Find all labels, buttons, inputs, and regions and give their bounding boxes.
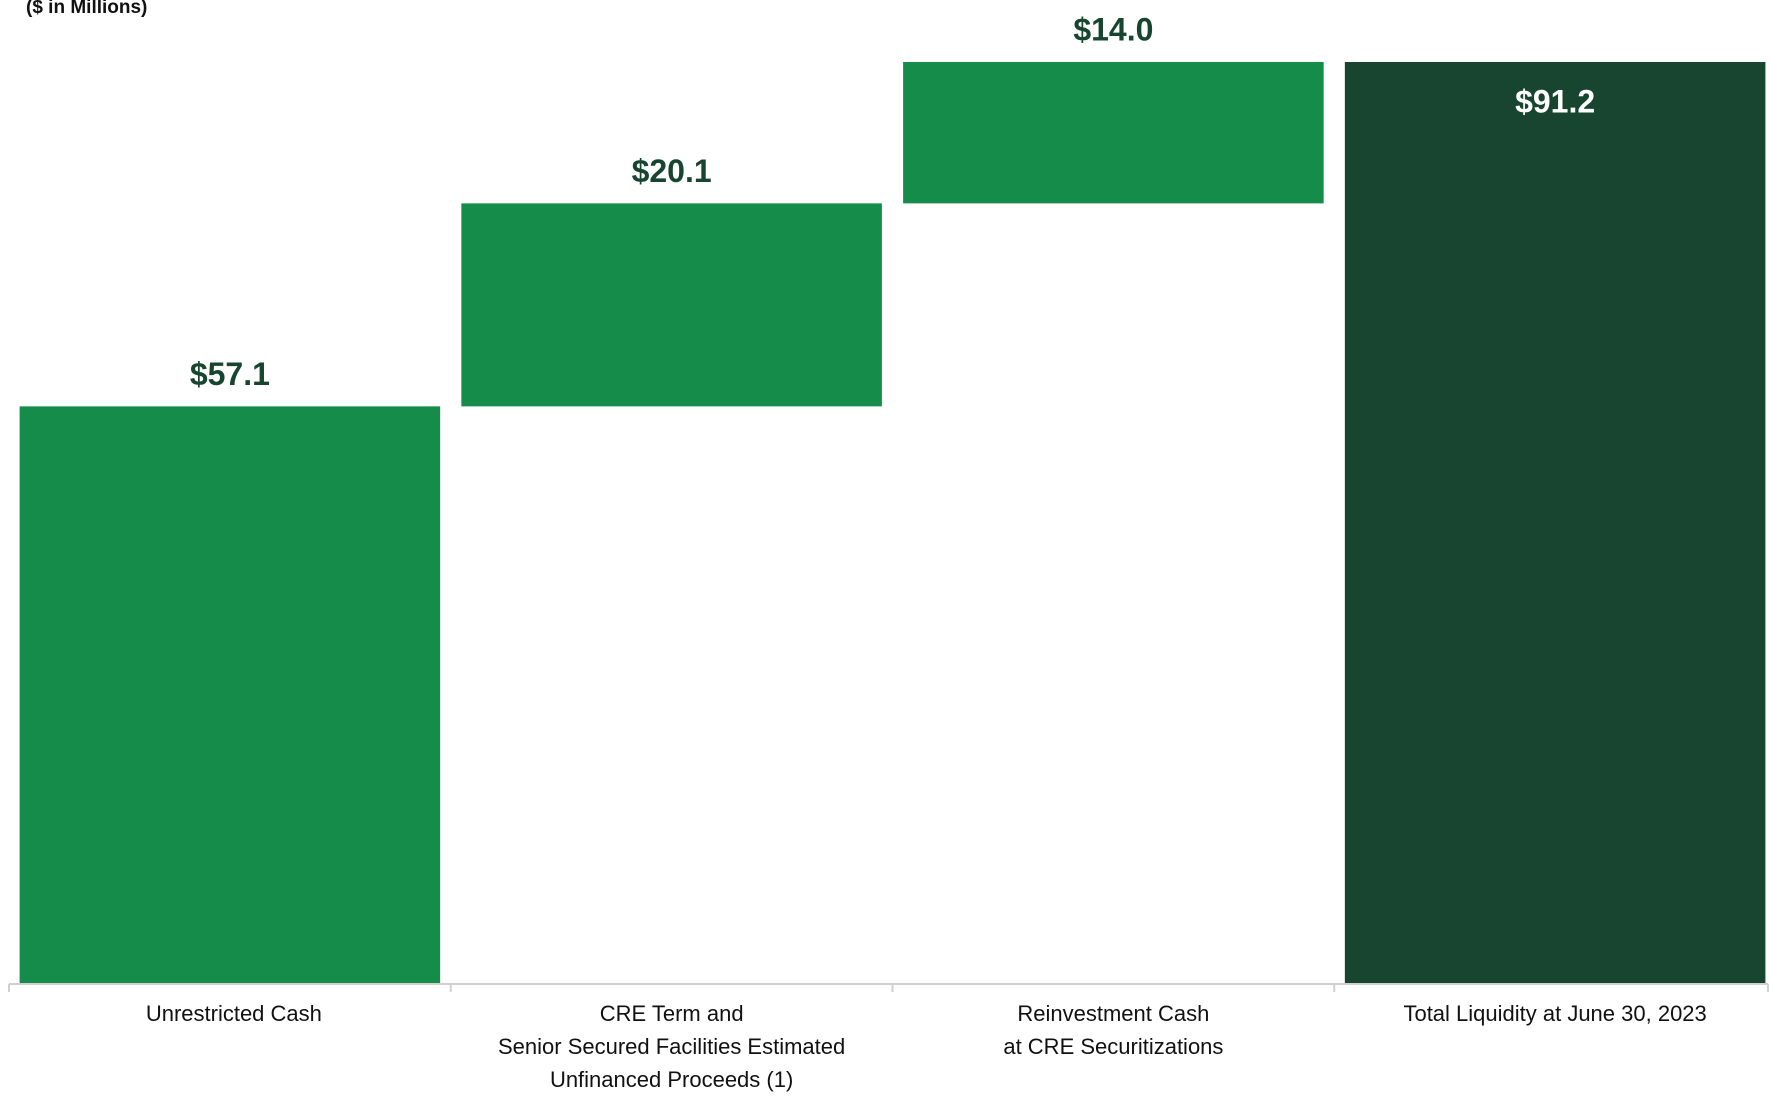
value-label: $91.2 [1515, 83, 1595, 119]
x-tick-label: Reinvestment Cash at CRE Securitizations [1003, 1001, 1223, 1059]
chart-subtitle: ($ in Millions) [26, 0, 147, 18]
bar [1344, 62, 1766, 983]
x-tick-label: Total Liquidity at June 30, 2023 [1403, 1001, 1706, 1026]
bar [461, 203, 882, 407]
value-label: $14.0 [1073, 11, 1153, 47]
bar [903, 62, 1324, 204]
bar [19, 406, 441, 984]
x-tick-label: CRE Term and Senior Secured Facilities Es… [498, 1001, 845, 1092]
x-tick-label: Unrestricted Cash [146, 1001, 322, 1026]
value-label: $20.1 [632, 153, 712, 189]
value-label: $57.1 [190, 356, 270, 392]
